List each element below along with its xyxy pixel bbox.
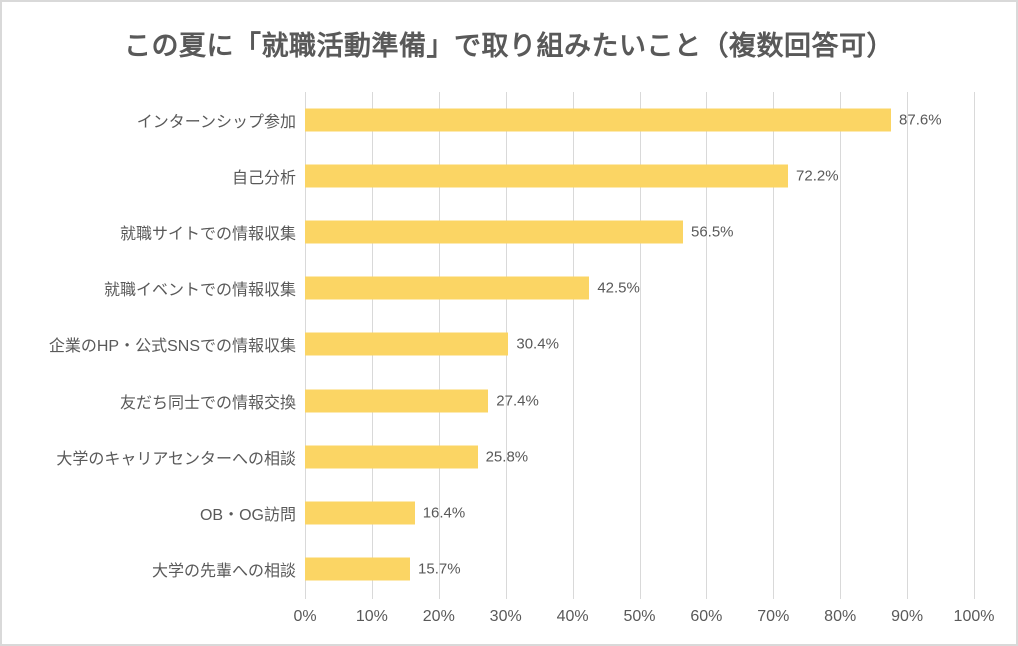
- value-label: 16.4%: [422, 504, 466, 522]
- category-label: 就職サイトでの情報収集: [119, 226, 296, 244]
- bar-row: 56.5%: [305, 204, 974, 260]
- category-label: 大学のキャリアセンターへの相談: [56, 450, 296, 468]
- value-label: 30.4%: [516, 335, 559, 353]
- x-axis-tick-label: 90%: [891, 608, 924, 625]
- x-axis-tick-label: 20%: [422, 608, 455, 625]
- category-label: 大学の先輩への相談: [151, 562, 296, 580]
- value-label: 87.6%: [899, 111, 942, 129]
- x-axis-tick-label: 30%: [489, 608, 522, 625]
- value-label: 25.8%: [485, 448, 529, 466]
- category-label: 企業のHP・公式SNSでの情報収集: [48, 338, 296, 356]
- value-label: 72.2%: [796, 167, 839, 185]
- x-axis-tick-label: 60%: [690, 608, 723, 625]
- value-label: 27.4%: [496, 392, 539, 410]
- gridline: [572, 92, 574, 599]
- bar: [305, 389, 489, 413]
- bar: [305, 332, 509, 356]
- x-axis-tick-label: 0%: [293, 608, 317, 625]
- x-axis-tick-label: 40%: [556, 608, 589, 625]
- value-label: 56.5%: [690, 223, 734, 241]
- bar: [305, 276, 590, 300]
- gridline: [773, 92, 775, 599]
- bar-row: 27.4%: [305, 373, 974, 429]
- x-axis-tick-label: 100%: [953, 608, 995, 625]
- bar-row: 72.2%: [305, 148, 974, 204]
- bar: [305, 108, 892, 132]
- bar-row: 25.8%: [305, 429, 974, 485]
- bar-row: 16.4%: [305, 485, 974, 541]
- y-axis-labels: インターンシップ参加自己分析就職サイトでの情報収集就職イベントでの情報収集企業の…: [2, 92, 305, 597]
- bar: [305, 557, 411, 581]
- category-label: 就職イベントでの情報収集: [103, 282, 296, 300]
- x-axis: 0% 10% 20% 30% 40% 50% 60% 70% 80% 90% 100%: [293, 597, 994, 637]
- bar: [305, 164, 789, 188]
- x-axis-tick-label: 50%: [623, 608, 656, 625]
- bar: [305, 501, 415, 525]
- category-label: 自己分析: [231, 170, 296, 188]
- category-label: インターンシップ参加: [136, 114, 296, 132]
- category-label: 友だち同士での情報交換: [119, 394, 296, 412]
- bar: [305, 220, 683, 244]
- x-axis-tick-label: 70%: [757, 608, 790, 625]
- plot-area: 87.6% 72.2% 56.5% 42.5% 30.4% 27.4% 25.8% 16.4%…: [305, 92, 975, 599]
- bar-row: 15.7%: [305, 541, 974, 597]
- chart-title: この夏に「就職活動準備」で取り組みたいこと（複数回答可）: [124, 31, 894, 61]
- bar-row: 87.6%: [305, 92, 974, 148]
- category-label: OB・OG訪問: [199, 506, 296, 524]
- gridline: [639, 92, 641, 599]
- value-label: 42.5%: [597, 279, 640, 297]
- x-axis-tick-label: 10%: [355, 608, 388, 625]
- x-axis-tick-label: 80%: [824, 608, 857, 625]
- gridline: [974, 92, 975, 599]
- bar-row: 42.5%: [305, 260, 974, 316]
- bar-row: 30.4%: [305, 316, 974, 372]
- bar: [305, 445, 478, 469]
- value-label: 15.7%: [418, 560, 461, 578]
- gridline: [840, 92, 842, 599]
- gridline: [907, 92, 909, 599]
- gridline: [706, 92, 708, 599]
